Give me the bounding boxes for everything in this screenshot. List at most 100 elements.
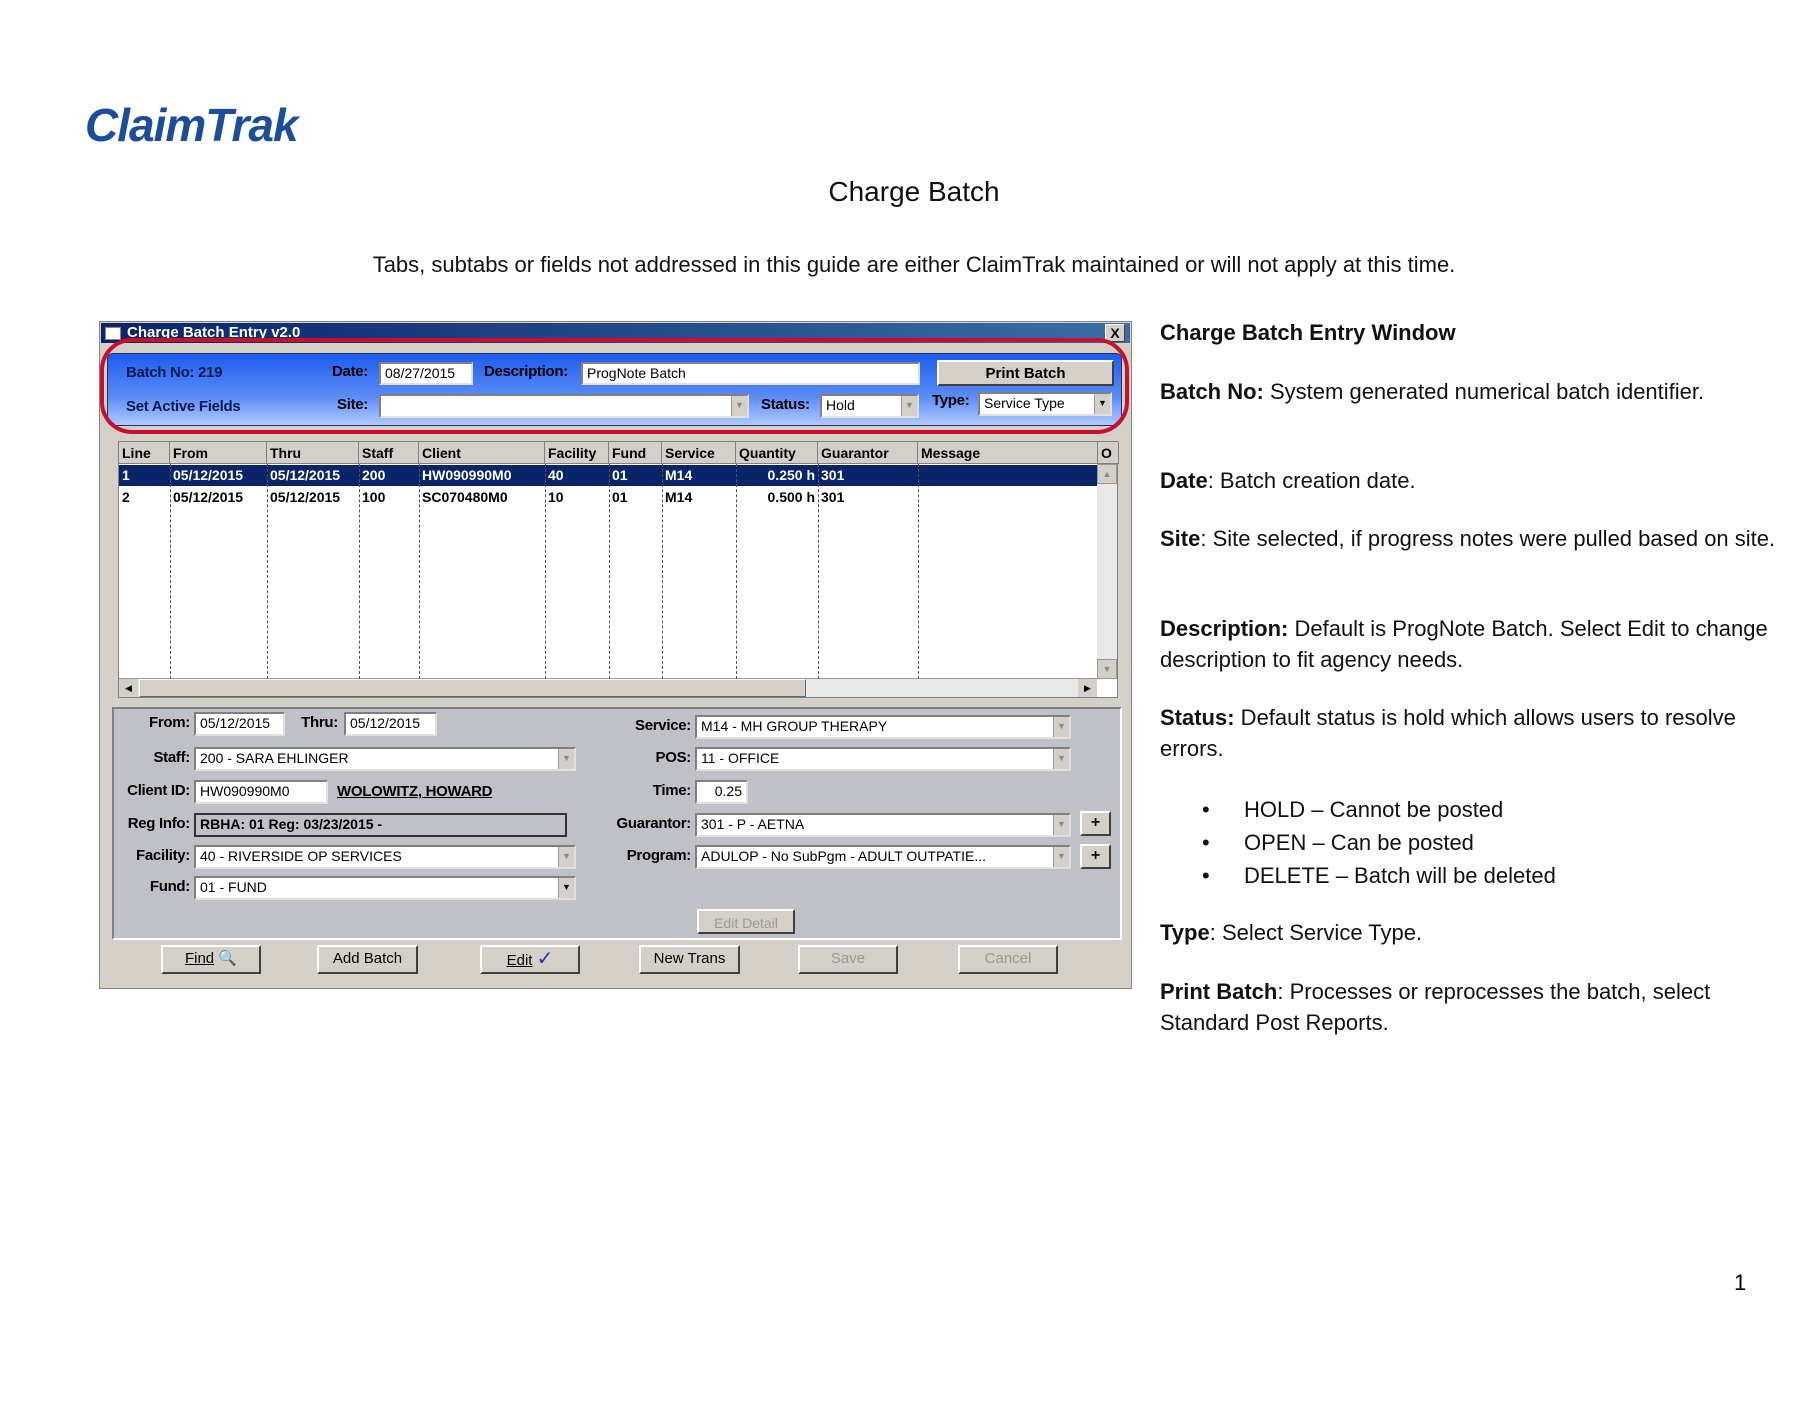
- staff-value: 200 - SARA EHLINGER: [200, 750, 349, 766]
- grid-cell[interactable]: 200: [362, 467, 386, 483]
- column-divider: [818, 464, 819, 679]
- fund-select[interactable]: 01 - FUND ▼: [194, 876, 576, 900]
- site-select[interactable]: ▼: [379, 394, 749, 418]
- scroll-right-icon[interactable]: ▶: [1078, 679, 1097, 697]
- thru-input[interactable]: 05/12/2015: [344, 712, 437, 736]
- date-input[interactable]: 08/27/2015: [379, 362, 473, 385]
- save-button[interactable]: Save: [798, 945, 898, 974]
- window-title-bar: Charge Batch Entry v2.0: [101, 323, 1130, 343]
- grid-cell[interactable]: 301: [821, 489, 845, 505]
- find-button[interactable]: Find 🔍: [161, 945, 261, 974]
- grid-cell[interactable]: 05/12/2015: [173, 467, 244, 483]
- chevron-down-icon: ▼: [558, 878, 574, 898]
- add-batch-button[interactable]: Add Batch: [317, 945, 418, 974]
- scroll-thumb[interactable]: [139, 679, 806, 697]
- column-header-thru[interactable]: Thru: [267, 442, 359, 464]
- column-header-guarantor[interactable]: Guarantor: [818, 442, 918, 464]
- facility-select[interactable]: 40 - RIVERSIDE OP SERVICES ▼: [194, 845, 576, 869]
- grid-cell[interactable]: SC070480M0: [422, 489, 508, 505]
- grid-cell[interactable]: M14: [665, 467, 693, 483]
- page-subtitle: Tabs, subtabs or fields not addressed in…: [372, 252, 1456, 277]
- fund-label: Fund:: [149, 878, 190, 895]
- column-divider: [545, 464, 546, 679]
- column-header-quantity[interactable]: Quantity: [736, 442, 818, 464]
- definition: : Batch creation date.: [1207, 468, 1416, 493]
- program-label: Program:: [626, 847, 692, 864]
- staff-select[interactable]: 200 - SARA EHLINGER ▼: [194, 747, 576, 771]
- grid-cell[interactable]: 301: [821, 467, 845, 483]
- add-program-button[interactable]: +: [1080, 844, 1111, 869]
- grid-cell[interactable]: 0.250 h: [767, 467, 815, 483]
- status-value: Hold: [826, 397, 855, 413]
- status-select[interactable]: Hold ▼: [820, 394, 919, 418]
- definition: System generated numerical batch identif…: [1263, 379, 1705, 404]
- set-active-fields: Set Active Fields: [126, 398, 241, 415]
- grid-cell[interactable]: 10: [548, 489, 564, 505]
- status-bullet: OPEN – Can be posted: [1244, 830, 1474, 855]
- grid-cell[interactable]: 01: [612, 489, 628, 505]
- guide-status: Status: Default status is hold which all…: [1160, 702, 1780, 764]
- batch-number: Batch No: 219: [126, 364, 223, 381]
- scroll-up-icon[interactable]: ▲: [1097, 464, 1117, 484]
- grid-cell[interactable]: M14: [665, 489, 693, 505]
- reg-input: RBHA: 01 Reg: 03/23/2015 -: [194, 813, 567, 837]
- grid-cell[interactable]: HW090990M0: [422, 467, 512, 483]
- column-divider: [359, 464, 360, 679]
- column-header-facility[interactable]: Facility: [545, 442, 609, 464]
- service-value: M14 - MH GROUP THERAPY: [701, 718, 888, 734]
- reg-value: RBHA: 01 Reg: 03/23/2015 -: [200, 816, 383, 832]
- guarantor-select[interactable]: 301 - P - AETNA ▼: [695, 813, 1071, 837]
- service-select[interactable]: M14 - MH GROUP THERAPY ▼: [695, 715, 1071, 739]
- guide-date: Date: Batch creation date.: [1160, 465, 1780, 496]
- cancel-button[interactable]: Cancel: [958, 945, 1058, 974]
- time-input[interactable]: 0.25: [695, 780, 748, 804]
- column-header-message[interactable]: Message: [918, 442, 1098, 464]
- grid-cell[interactable]: 05/12/2015: [270, 489, 341, 505]
- grid-cell[interactable]: 0.500 h: [767, 489, 815, 505]
- pos-select[interactable]: 11 - OFFICE ▼: [695, 747, 1071, 771]
- description-input[interactable]: ProgNote Batch: [581, 362, 920, 385]
- definition: : Site selected, if progress notes were …: [1200, 526, 1776, 551]
- grid-cell[interactable]: 40: [548, 467, 564, 483]
- close-button[interactable]: X: [1105, 324, 1125, 342]
- time-value: 0.25: [714, 783, 742, 799]
- column-header-from[interactable]: From: [170, 442, 267, 464]
- grid-cell[interactable]: 05/12/2015: [270, 467, 341, 483]
- chevron-down-icon: ▼: [558, 847, 574, 867]
- column-header-o[interactable]: O: [1098, 442, 1119, 464]
- column-header-staff[interactable]: Staff: [359, 442, 419, 464]
- scroll-down-icon[interactable]: ▼: [1097, 659, 1117, 679]
- vertical-scrollbar[interactable]: ▲ ▼: [1097, 464, 1117, 679]
- description-label: Description:: [484, 363, 568, 380]
- status-bullet: HOLD – Cannot be posted: [1244, 797, 1504, 822]
- term: Status:: [1160, 705, 1235, 730]
- column-header-client[interactable]: Client: [419, 442, 545, 464]
- service-label: Service:: [635, 717, 691, 734]
- column-header-service[interactable]: Service: [662, 442, 736, 464]
- grid-cell[interactable]: 01: [612, 467, 628, 483]
- edit-detail-button[interactable]: Edit Detail: [697, 909, 795, 934]
- client-name-link[interactable]: WOLOWITZ, HOWARD: [337, 783, 493, 800]
- guide-site: Site: Site selected, if progress notes w…: [1160, 523, 1780, 554]
- find-label: Find: [184, 950, 215, 967]
- staff-label: Staff:: [153, 749, 190, 766]
- edit-button[interactable]: Edit ✓: [480, 945, 580, 974]
- print-batch-button[interactable]: Print Batch: [937, 360, 1114, 386]
- horizontal-scrollbar[interactable]: ◀ ▶: [119, 678, 1097, 697]
- client-input[interactable]: HW090990M0: [194, 780, 328, 804]
- charges-grid[interactable]: ▲ ▼ ◀ ▶ Line From Thru Staff Client Facility F…: [118, 441, 1119, 698]
- type-select[interactable]: Service Type ▼: [978, 392, 1112, 416]
- column-header-fund[interactable]: Fund: [609, 442, 662, 464]
- grid-cell[interactable]: 1: [122, 467, 130, 483]
- grid-cell[interactable]: 100: [362, 489, 386, 505]
- grid-cell[interactable]: 05/12/2015: [173, 489, 244, 505]
- column-header-line[interactable]: Line: [119, 442, 170, 464]
- claimtrak-logo: ClaimTrak: [85, 99, 299, 151]
- grid-cell[interactable]: 2: [122, 489, 130, 505]
- from-input[interactable]: 05/12/2015: [194, 712, 285, 736]
- scroll-left-icon[interactable]: ◀: [119, 679, 138, 697]
- add-guarantor-button[interactable]: +: [1080, 811, 1111, 836]
- new-trans-button[interactable]: New Trans: [639, 945, 740, 974]
- column-divider: [662, 464, 663, 679]
- program-select[interactable]: ADULOP - No SubPgm - ADULT OUTPATIE... ▼: [695, 845, 1071, 869]
